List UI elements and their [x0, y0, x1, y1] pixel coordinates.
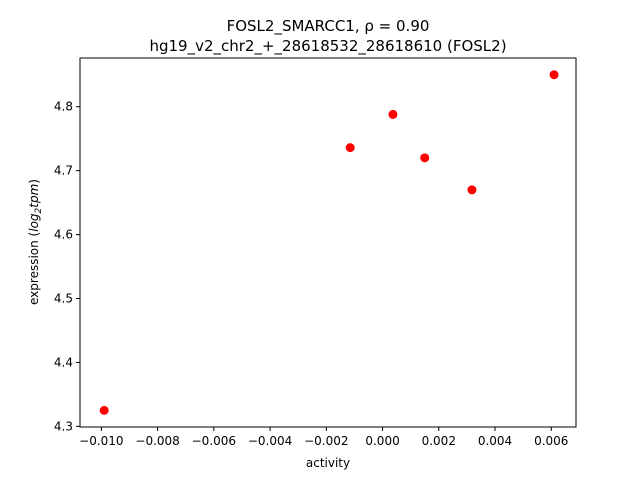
x-tick-label: 0.000	[365, 434, 399, 448]
chart-title: FOSL2_SMARCC1, ρ = 0.90	[227, 17, 430, 36]
x-tick-label: −0.004	[248, 434, 292, 448]
y-tick-label: 4.6	[54, 228, 73, 242]
x-tick-label: −0.002	[304, 434, 348, 448]
x-tick-label: 0.002	[422, 434, 456, 448]
y-tick-label: 4.8	[54, 100, 73, 114]
data-point	[420, 153, 430, 163]
y-axis-label-log: log	[27, 213, 41, 232]
x-axis-label: activity	[306, 456, 350, 470]
x-tick-label: 0.006	[534, 434, 568, 448]
x-tick-label: 0.004	[478, 434, 512, 448]
x-tick-label: −0.010	[79, 434, 123, 448]
y-axis-label-suffix: )	[27, 179, 41, 184]
y-tick-label: 4.4	[54, 355, 73, 369]
data-point	[549, 70, 559, 80]
y-tick-label: 4.7	[54, 164, 73, 178]
plot-frame	[79, 57, 577, 428]
y-axis-label: expression (log2tpm)	[27, 179, 44, 305]
x-axis-ticks: −0.010 −0.008 −0.006 −0.004 −0.002 0.000 0.002…	[79, 427, 568, 448]
data-point	[467, 185, 477, 195]
y-tick-label: 4.5	[54, 292, 73, 306]
chart-subtitle: hg19_v2_chr2_+_28618532_28618610 (FOSL2)	[149, 37, 506, 56]
x-tick-label: −0.006	[192, 434, 236, 448]
points-layer	[99, 70, 559, 415]
x-tick-label: −0.008	[135, 434, 179, 448]
y-axis-label-tpm: tpm	[27, 184, 41, 208]
y-tick-label: 4.3	[54, 419, 73, 433]
data-point	[388, 109, 398, 119]
y-axis-ticks: 4.3 4.4 4.5 4.6 4.7 4.8	[54, 100, 80, 433]
data-point	[99, 405, 109, 415]
y-axis-label-prefix: expression (	[27, 232, 41, 305]
data-point	[345, 143, 355, 153]
y-axis-label-sub: 2	[34, 207, 44, 213]
